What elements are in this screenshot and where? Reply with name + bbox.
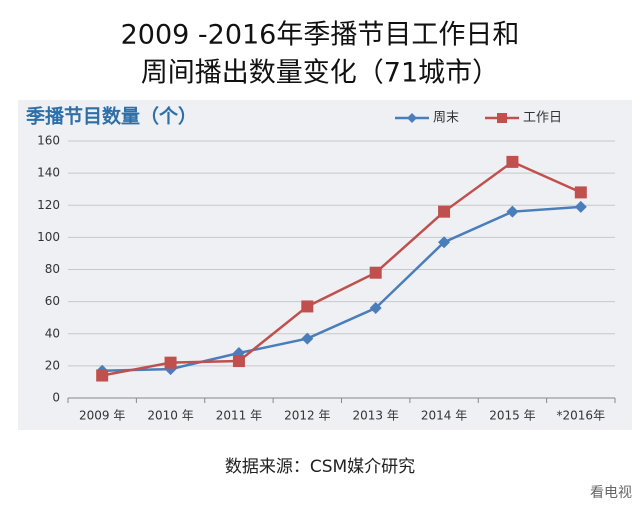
marker — [369, 266, 382, 279]
marker — [369, 302, 382, 315]
chart-panel — [18, 100, 632, 430]
y-tick-label: 20 — [45, 358, 60, 372]
x-tick-label: 2010 年 — [147, 409, 193, 423]
marker — [506, 205, 519, 218]
y-tick-label: 160 — [37, 134, 60, 148]
marker — [438, 236, 451, 249]
x-tick-label: 2014 年 — [421, 409, 467, 423]
legend-marker — [497, 113, 507, 123]
x-tick-label: 2009 年 — [79, 409, 125, 423]
y-tick-label: 60 — [45, 294, 60, 308]
legend-label: 周末 — [433, 111, 459, 126]
y-tick-label: 120 — [37, 198, 60, 212]
marker — [96, 369, 109, 382]
y-axis-label: 季播节目数量（个） — [26, 105, 197, 128]
source-note: 数据来源：CSM媒介研究 — [225, 457, 415, 477]
marker — [301, 332, 314, 345]
marker — [574, 186, 587, 199]
marker — [164, 356, 177, 369]
y-tick-label: 0 — [52, 391, 60, 405]
series-line — [102, 205, 581, 372]
y-tick-label: 40 — [45, 326, 60, 340]
legend-marker — [407, 113, 417, 123]
x-tick-label: 2011 年 — [216, 409, 262, 423]
series-line — [101, 160, 582, 377]
x-tick-label: *2016年 — [557, 409, 606, 423]
watermark: 看电视 — [590, 485, 632, 501]
y-tick-label: 80 — [45, 262, 60, 276]
marker — [301, 300, 314, 313]
marker — [574, 200, 587, 213]
x-tick-label: 2015 年 — [489, 409, 535, 423]
x-tick-label: 2012 年 — [284, 409, 330, 423]
chart-title: 2009 -2016年季播节目工作日和 — [121, 20, 520, 51]
legend-label: 工作日 — [523, 111, 562, 126]
y-tick-label: 100 — [37, 230, 60, 244]
y-tick-label: 140 — [37, 166, 60, 180]
marker — [232, 355, 245, 368]
marker — [438, 205, 451, 218]
marker — [506, 155, 519, 168]
x-tick-label: 2013 年 — [353, 409, 399, 423]
chart-title: 周间播出数量变化（71城市） — [141, 58, 499, 89]
